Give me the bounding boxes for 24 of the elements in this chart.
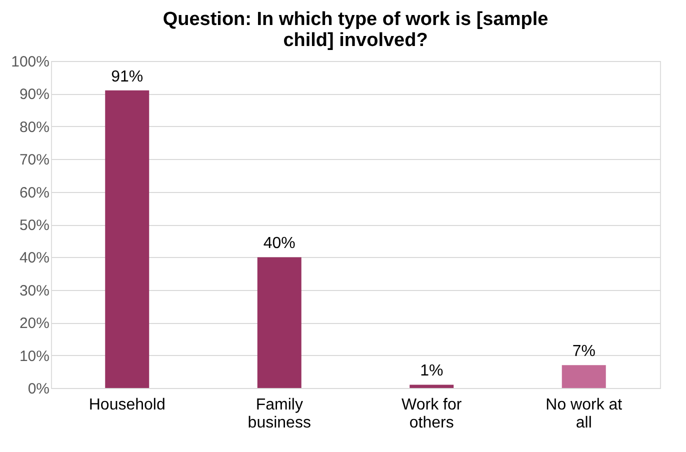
- data-label: 1%: [420, 362, 444, 380]
- y-tick-label: 70%: [19, 152, 50, 169]
- y-tick-label: 60%: [19, 184, 50, 202]
- data-label: 40%: [263, 235, 296, 252]
- x-tick-label: Family business: [248, 396, 311, 432]
- y-tick-label: 40%: [19, 250, 50, 267]
- y-tick-label: 100%: [11, 54, 50, 70]
- y-tick-label: 20%: [19, 315, 50, 332]
- y-tick-label: 50%: [19, 217, 50, 234]
- bar: [562, 365, 606, 388]
- y-tick-label: 80%: [19, 118, 50, 136]
- bar: [410, 384, 454, 388]
- data-label: 7%: [572, 343, 596, 360]
- x-tick-label: Household: [88, 396, 166, 414]
- x-tick-label: No work at all: [546, 396, 623, 432]
- x-tick-label: Work for others: [402, 396, 462, 432]
- data-label: 91%: [111, 68, 144, 86]
- bar: [105, 90, 150, 388]
- y-tick-label: 90%: [19, 86, 50, 104]
- y-tick-label: 0%: [28, 380, 50, 398]
- y-tick-label: 30%: [19, 282, 50, 300]
- y-tick-label: 10%: [19, 348, 50, 365]
- bar: [257, 257, 302, 388]
- chart-title: Question: In which type of work is [sample child] involved?: [162, 9, 548, 51]
